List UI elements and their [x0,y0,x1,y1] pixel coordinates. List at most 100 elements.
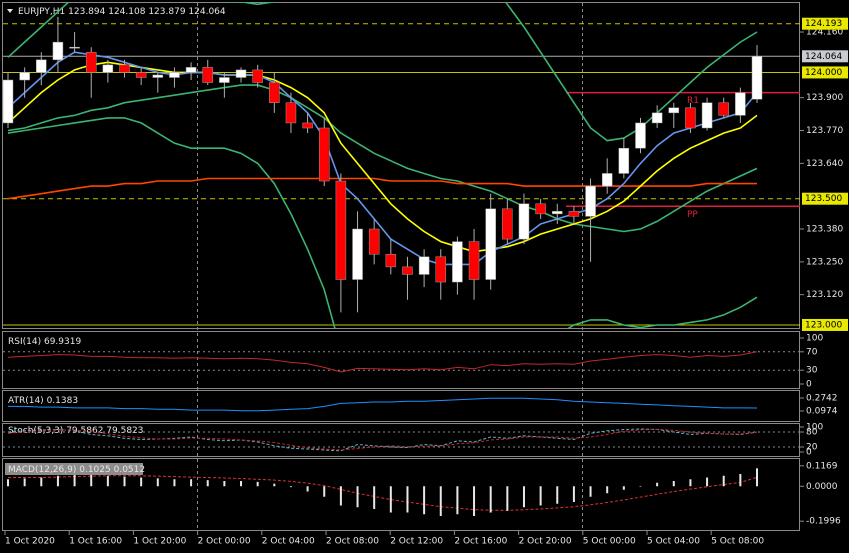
histogram-bar [256,481,259,487]
histogram-bar [73,474,76,487]
price-label: 123.500 [805,194,842,204]
y-tick-label: 0.0000 [806,482,838,492]
histogram-bar [273,483,276,487]
indicator-line [7,51,758,266]
x-tick-label: 2 Oct 16:00 [454,537,507,547]
histogram-bar [689,479,692,487]
y-tick-label: 123.640 [806,159,843,169]
candle-body [502,208,513,240]
histogram-bar [406,486,409,513]
histogram-bar [373,486,376,509]
x-tick-label: 2 Oct 20:00 [519,537,572,547]
histogram-bar [589,486,592,497]
y-tick-label: 123.250 [806,257,843,267]
histogram-bar [556,486,559,504]
candle-body [735,92,746,116]
x-tick-label: 2 Oct 12:00 [390,537,443,547]
histogram-bar [423,486,426,515]
chart-header: EURJPY,H1 123.894 124.108 123.879 124.06… [18,7,226,17]
candle-body [135,72,147,78]
candle-body [452,241,463,283]
indicator-line [7,84,758,233]
histogram-bar [473,486,476,516]
y-tick-label: 100 [806,423,823,433]
candle-body [269,82,280,103]
price-label: 124.000 [805,68,842,78]
histogram-bar [506,486,509,511]
price-label: 124.193 [805,19,842,29]
histogram-bar [389,486,392,513]
histogram-bar [306,486,309,492]
histogram-bar [223,481,226,487]
candle-body [668,107,680,114]
candle-body [468,241,480,280]
y-tick-label: 30 [806,366,818,376]
histogram-bar [456,486,459,515]
candle-body [402,266,413,275]
candle-body [52,41,64,61]
y-tick-label: 124.160 [806,28,843,38]
indicator-line [8,397,758,412]
y-tick-label: 100 [806,334,823,344]
y-tick-label: 123.120 [806,290,843,300]
x-tick-label: 2 Oct 04:00 [262,537,315,547]
candle-body [601,173,613,187]
pivot-label: PP [687,210,698,220]
histogram-bar [522,486,525,508]
menu-arrow[interactable] [7,9,13,13]
y-tick-label: -0.1996 [806,517,841,527]
candle-body [19,72,30,81]
y-tick-label: 70 [806,347,818,357]
rsi-title: RSI(14) 69.9319 [8,337,81,347]
indicator-line [7,117,758,328]
candle-body [552,211,563,215]
candle-body [568,211,580,217]
atr-title: ATR(14) 0.1383 [8,396,78,406]
y-tick-label: 0.1169 [806,461,838,471]
y-tick-label: 0 [806,448,812,458]
histogram-bar [756,468,758,487]
candle-body [335,180,347,280]
candle-body [235,69,247,78]
histogram-bar [356,486,359,508]
candle-body [285,102,297,124]
candle-body [535,203,546,215]
price-label: 124.064 [805,52,842,62]
histogram-bar [706,477,709,487]
candle-body [36,59,47,73]
candle-body [685,107,696,129]
panel [3,351,800,373]
y-tick-label: 80 [806,428,818,438]
candle-body [252,69,263,83]
price-label: 123.000 [805,320,842,330]
histogram-bar [572,486,575,502]
histogram-bar [339,486,342,506]
candle-body [418,256,430,275]
panel [2,2,800,328]
y-tick-label: 0.2742 [806,393,838,403]
price-label-box [802,50,848,63]
candle-body [2,79,14,124]
candle-body [85,51,97,73]
candle-body [485,208,496,280]
candle-body [751,56,763,100]
price-label-box [802,66,848,79]
histogram-bar [23,478,26,487]
histogram-bar [489,486,492,513]
price-label-box [802,318,848,331]
x-tick-label: 1 Oct 2020 [5,537,55,547]
candle-body [718,102,729,116]
candle-body [219,77,230,83]
histogram-bar [56,475,59,487]
candle-body [585,185,596,217]
macd-title-box [5,463,143,475]
x-tick-label: 5 Oct 00:00 [583,537,636,547]
candle-body [69,46,80,49]
candle-body [385,254,397,268]
histogram-bar [173,479,176,487]
histogram-bar [289,486,292,488]
histogram-bar [539,486,542,506]
histogram-bar [240,481,243,487]
price-label-box [802,17,848,30]
